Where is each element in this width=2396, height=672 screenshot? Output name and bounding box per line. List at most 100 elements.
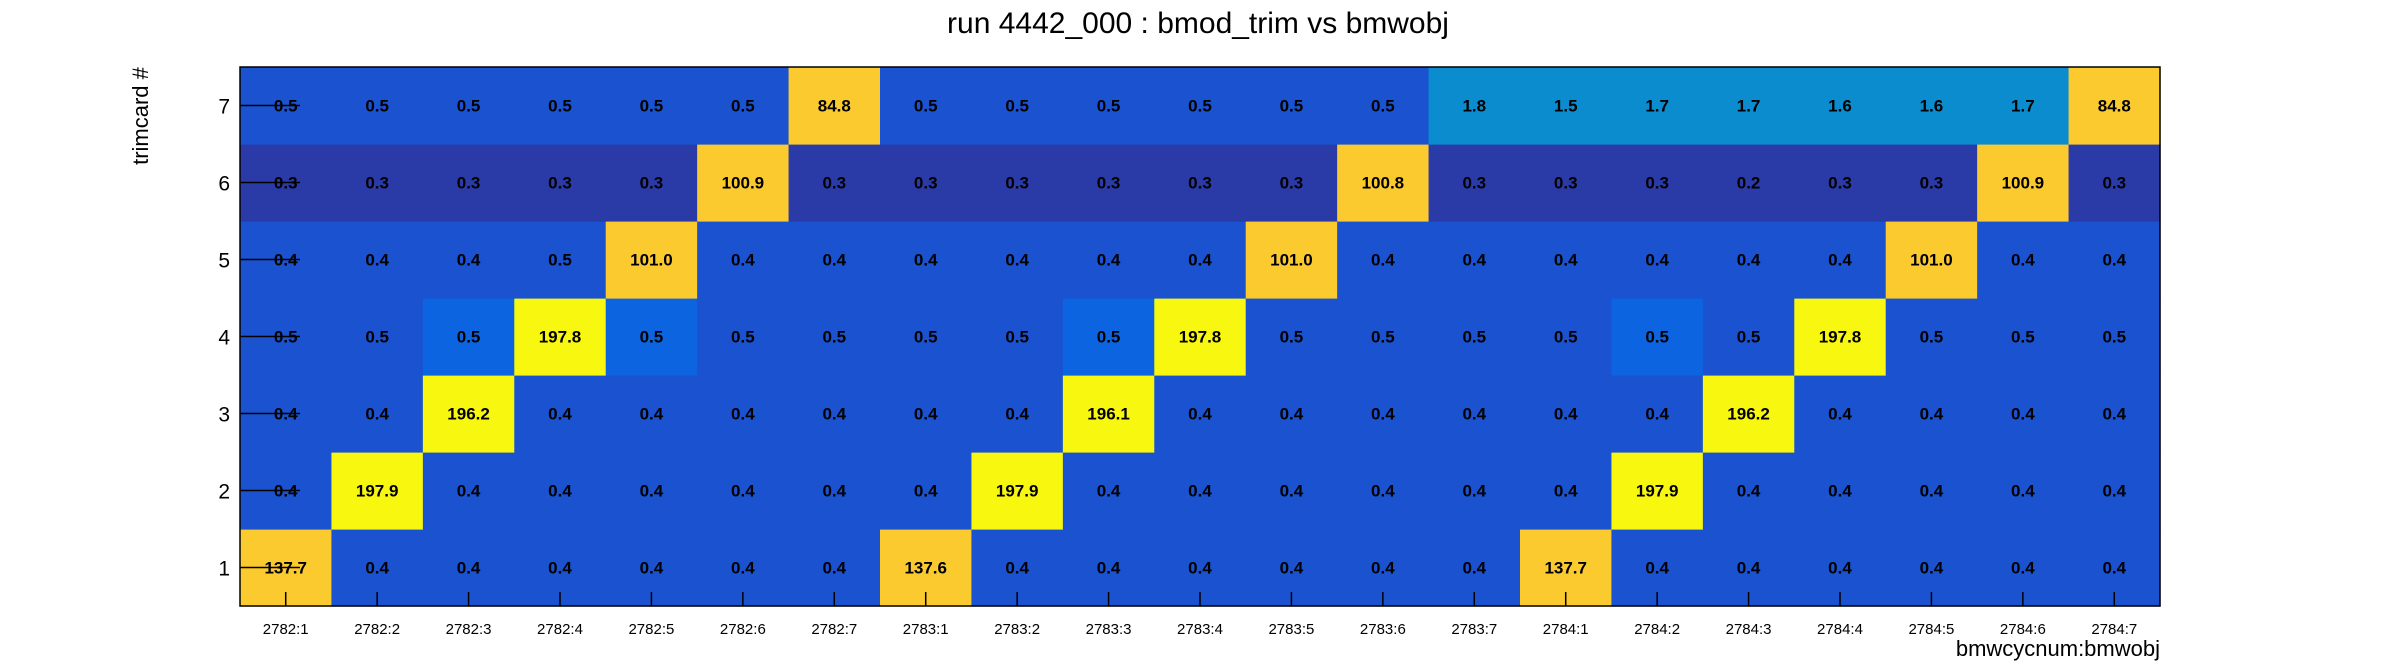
heatmap-cell: [1611, 452, 1704, 530]
heatmap-cell: [1428, 144, 1521, 222]
cell-value-label: 0.3: [1554, 174, 1578, 193]
heatmap-cell: [697, 67, 790, 145]
heatmap-cell: [605, 375, 698, 453]
cell-value-label: 0.4: [1280, 559, 1304, 578]
cell-value-label: 0.2: [1737, 174, 1761, 193]
heatmap-cell: [1977, 298, 2070, 376]
heatmap-cell: [331, 298, 424, 376]
heatmap-cell: [697, 375, 790, 453]
x-tick-label: 2784:7: [2091, 621, 2137, 638]
cell-value-label: 0.3: [1920, 174, 1944, 193]
heatmap-cell: [1702, 221, 1795, 299]
heatmap-cell: [1702, 144, 1795, 222]
cell-value-label: 0.4: [2011, 405, 2035, 424]
cell-value-label: 0.4: [822, 251, 846, 270]
cell-value-label: 0.3: [1188, 174, 1212, 193]
cell-value-label: 0.4: [457, 559, 481, 578]
heatmap-cell: [1702, 298, 1795, 376]
cell-value-label: 0.5: [365, 97, 389, 116]
cell-value-label: 0.4: [731, 559, 755, 578]
heatmap-cell: [1062, 67, 1155, 145]
cell-value-label: 0.4: [1737, 482, 1761, 501]
cell-value-label: 0.4: [1371, 559, 1395, 578]
heatmap-cell: [2068, 67, 2161, 145]
x-tick-label: 2784:3: [1726, 621, 1772, 638]
heatmap-cell: [971, 67, 1064, 145]
cell-value-label: 0.3: [822, 174, 846, 193]
cell-value-label: 100.9: [722, 174, 765, 193]
heatmap-cell: [605, 144, 698, 222]
cell-value-label: 0.4: [1188, 559, 1212, 578]
x-tick-label: 2784:5: [1908, 621, 1954, 638]
cell-value-label: 84.8: [2098, 97, 2131, 116]
y-tick-label: 6: [218, 173, 230, 196]
y-tick-label: 5: [218, 250, 230, 273]
heatmap-cell: [422, 67, 515, 145]
axes: 1 2 3 4 5 6 7 2782:1 2782:2 2782:3 2782:4 2782:5 278…: [218, 66, 2161, 638]
heatmap-cell: [1702, 452, 1795, 530]
heatmap-cell: [1062, 144, 1155, 222]
cell-value-label: 0.4: [548, 405, 572, 424]
cell-value-label: 0.4: [1920, 559, 1944, 578]
cell-value-label: 197.8: [1819, 328, 1862, 347]
heatmap-cell: [1794, 375, 1887, 453]
heatmap-cell: [788, 144, 881, 222]
heatmap-cell: [697, 452, 790, 530]
heatmap-cell: [605, 221, 698, 299]
cell-value-label: 0.4: [1371, 482, 1395, 501]
cell-value-label: 0.4: [1828, 405, 1852, 424]
cell-value-label: 0.5: [1097, 97, 1121, 116]
cell-value-label: 0.4: [1005, 559, 1029, 578]
heatmap-cell: [1794, 67, 1887, 145]
cell-value-label: 0.5: [640, 328, 664, 347]
y-tick-label: 2: [218, 481, 230, 504]
heatmap-cell: [1885, 298, 1978, 376]
cell-value-label: 0.5: [1005, 328, 1029, 347]
heatmap-cell: [1977, 144, 2070, 222]
cell-value-label: 0.5: [914, 328, 938, 347]
cell-value-label: 0.4: [731, 251, 755, 270]
cell-labels: 137.7 0.4 0.4 0.4 0.4 0.4 0.4 137.6 0.4 0.4 0.4 0.4…: [264, 97, 2130, 578]
heatmap-cell: [788, 221, 881, 299]
heatmap-cell: [1794, 452, 1887, 530]
heatmap-cell: [1520, 298, 1613, 376]
heatmap-cell: [1337, 298, 1430, 376]
cell-value-label: 1.7: [1737, 97, 1761, 116]
heatmap-cell: [880, 221, 973, 299]
x-tick-label: 2782:4: [537, 621, 583, 638]
cell-value-label: 197.9: [996, 482, 1039, 501]
cell-value-label: 0.4: [1828, 482, 1852, 501]
heatmap-cell: [880, 298, 973, 376]
cell-value-label: 0.4: [822, 559, 846, 578]
cell-value-label: 197.8: [539, 328, 582, 347]
cell-value-label: 0.3: [2102, 174, 2126, 193]
heatmap-cell: [697, 144, 790, 222]
x-tick-label: 2784:1: [1543, 621, 1589, 638]
cell-value-label: 0.4: [731, 482, 755, 501]
cell-value-label: 0.5: [822, 328, 846, 347]
cell-value-label: 1.7: [2011, 97, 2035, 116]
cell-value-label: 137.6: [904, 559, 947, 578]
cell-value-label: 101.0: [1910, 251, 1953, 270]
heatmap-cell: [971, 298, 1064, 376]
heatmap-cell: [2068, 221, 2161, 299]
cell-value-label: 0.4: [1188, 251, 1212, 270]
cell-value-label: 0.4: [365, 405, 389, 424]
heatmap-cell: [788, 67, 881, 145]
cell-value-label: 0.4: [1645, 251, 1669, 270]
cell-value-label: 0.4: [640, 559, 664, 578]
heatmap-cell: [1520, 221, 1613, 299]
cell-value-label: 0.5: [1280, 328, 1304, 347]
cell-value-label: 0.4: [1828, 559, 1852, 578]
heatmap-cell: [788, 375, 881, 453]
cell-value-label: 0.4: [2102, 251, 2126, 270]
x-tick-label: 2783:3: [1086, 621, 1132, 638]
cell-value-label: 0.4: [457, 251, 481, 270]
heatmap-cell: [514, 67, 607, 145]
cell-value-label: 0.5: [457, 328, 481, 347]
heatmap-cell: [1428, 298, 1521, 376]
cell-value-label: 137.7: [1544, 559, 1587, 578]
heatmap-cell: [1611, 298, 1704, 376]
cell-value-label: 0.4: [548, 482, 572, 501]
